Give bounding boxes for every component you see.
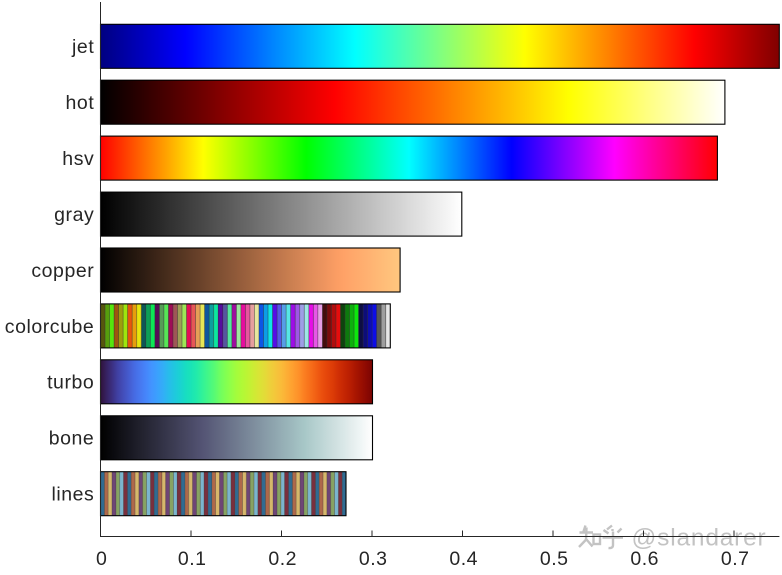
svg-text:0.2: 0.2 [268, 548, 297, 570]
svg-text:hsv: hsv [62, 148, 94, 170]
svg-text:0.6: 0.6 [630, 548, 659, 570]
svg-text:jet: jet [71, 36, 94, 58]
svg-text:bone: bone [49, 428, 95, 450]
svg-text:turbo: turbo [47, 372, 94, 394]
svg-text:0.7: 0.7 [721, 548, 750, 570]
svg-text:0.1: 0.1 [178, 548, 207, 570]
svg-text:gray: gray [54, 204, 94, 226]
svg-text:hot: hot [66, 92, 95, 114]
svg-text:0: 0 [96, 548, 107, 570]
svg-text:@slandarer: @slandarer [632, 525, 767, 552]
svg-text:lines: lines [51, 484, 94, 506]
svg-text:0.3: 0.3 [359, 548, 388, 570]
svg-text:0.4: 0.4 [449, 548, 478, 570]
svg-text:colorcube: colorcube [5, 316, 95, 338]
svg-text:copper: copper [31, 260, 94, 282]
svg-text:0.5: 0.5 [540, 548, 569, 570]
